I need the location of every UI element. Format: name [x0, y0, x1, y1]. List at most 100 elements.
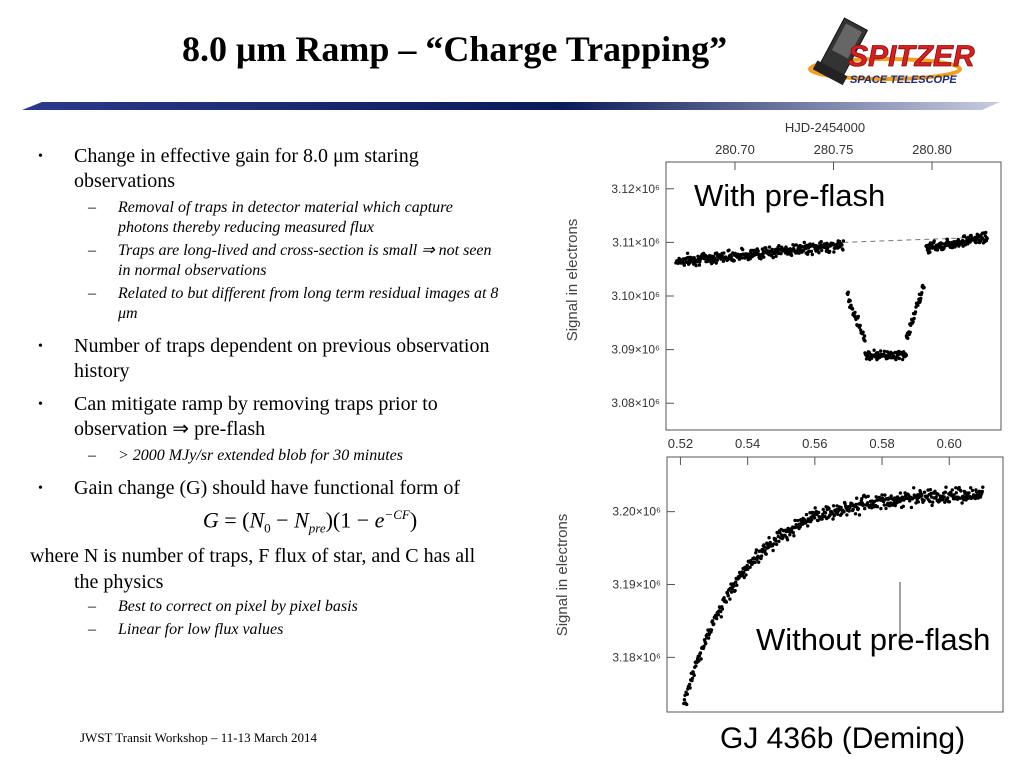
sub-bullet-item: – Removal of traps in detector material w… — [88, 199, 453, 236]
data-point — [954, 491, 958, 495]
data-point — [918, 490, 923, 494]
data-point — [849, 303, 853, 307]
data-point — [709, 628, 714, 632]
data-point — [944, 485, 948, 489]
x-tick-label: 0.54 — [735, 436, 760, 451]
data-point — [821, 507, 825, 512]
data-point — [882, 349, 887, 353]
data-point — [879, 506, 883, 511]
spitzer-logo: SPITZER SPACE TELESCOPE — [808, 17, 975, 86]
data-point — [930, 503, 934, 508]
data-point — [826, 245, 830, 250]
data-point — [952, 493, 956, 497]
data-point — [851, 507, 855, 511]
data-point — [831, 517, 835, 521]
data-point — [771, 255, 775, 260]
gain-equation: G = (N0 − Npre)(1 − e−CF) — [202, 507, 418, 536]
data-point — [883, 493, 887, 497]
data-point — [774, 539, 778, 543]
y-tick-label: 3.11×10⁶ — [612, 235, 660, 249]
data-point — [774, 254, 778, 258]
data-point — [946, 496, 950, 500]
data-point — [904, 353, 909, 357]
data-point — [687, 682, 692, 687]
data-point — [710, 619, 715, 623]
data-point — [897, 356, 901, 361]
data-point — [813, 506, 817, 510]
annotation-with-preflash: With pre-flash — [694, 178, 886, 213]
sub-bullet-item: – Related to but different from long term… — [88, 285, 499, 322]
data-point — [854, 502, 858, 507]
data-point — [932, 239, 936, 243]
data-point — [721, 259, 726, 263]
data-point — [719, 609, 723, 614]
data-point — [706, 636, 711, 640]
data-point — [745, 563, 749, 568]
data-point — [714, 616, 719, 621]
data-point — [863, 506, 867, 511]
data-point — [880, 496, 885, 501]
x-tick-label: 280.75 — [814, 142, 854, 157]
data-point — [714, 261, 718, 265]
data-point — [819, 240, 823, 244]
data-point — [931, 500, 935, 504]
sub-bullet-item: – Linear for low flux values — [88, 620, 284, 638]
data-point — [817, 251, 821, 255]
data-point — [682, 263, 686, 267]
data-point — [916, 500, 920, 504]
data-point — [911, 320, 915, 324]
data-point — [981, 485, 985, 489]
x-tick-label: 0.56 — [802, 436, 827, 451]
x-tick-label: 0.60 — [937, 436, 962, 451]
data-point — [835, 512, 840, 516]
data-point — [694, 263, 698, 268]
data-point — [741, 247, 745, 252]
data-point — [798, 525, 802, 529]
bullet-item: • Can mitigate ramp by removing traps pri… — [38, 393, 438, 440]
data-point — [762, 545, 767, 549]
data-point — [942, 246, 946, 250]
data-point — [846, 290, 850, 294]
data-point — [726, 594, 730, 598]
data-point — [858, 323, 862, 328]
data-point — [853, 310, 857, 315]
data-point — [884, 506, 888, 511]
data-point — [984, 230, 988, 235]
data-point — [804, 512, 809, 517]
data-point — [716, 613, 721, 617]
data-point — [839, 505, 843, 510]
data-point — [764, 552, 768, 556]
data-point — [912, 486, 916, 490]
data-point — [841, 239, 846, 243]
data-point — [954, 486, 958, 490]
y-tick-label: 3.08×10⁶ — [611, 396, 660, 410]
data-point — [908, 330, 912, 334]
data-point — [789, 253, 794, 258]
bullet-list: • Change in effective gain for 8.0 μm sta… — [30, 144, 500, 647]
y-tick-label: 3.12×10⁶ — [611, 182, 660, 196]
data-point — [704, 641, 708, 646]
data-point — [802, 240, 806, 245]
data-point — [692, 673, 696, 678]
data-point — [733, 588, 737, 593]
bullet-item: • Change in effective gain for 8.0 μm sta… — [38, 145, 419, 192]
data-point — [947, 500, 952, 504]
data-point — [685, 251, 690, 255]
data-point — [727, 248, 731, 252]
data-point — [906, 336, 910, 340]
y-tick-label: 3.09×10⁶ — [611, 343, 660, 357]
data-point — [922, 498, 926, 503]
data-point — [969, 233, 973, 238]
data-point — [919, 296, 923, 300]
data-point — [841, 248, 845, 252]
data-point — [922, 490, 927, 494]
data-point — [909, 505, 914, 510]
sub-bullet-item: – > 2000 MJy/sr extended blob for 30 minu… — [88, 447, 403, 464]
x-tick-label: 0.52 — [668, 436, 693, 451]
data-point — [820, 248, 824, 253]
y-tick-label: 3.20×10⁶ — [612, 505, 661, 519]
data-point — [879, 349, 883, 353]
data-point — [950, 488, 954, 492]
data-point — [722, 596, 726, 600]
data-point — [901, 504, 905, 508]
